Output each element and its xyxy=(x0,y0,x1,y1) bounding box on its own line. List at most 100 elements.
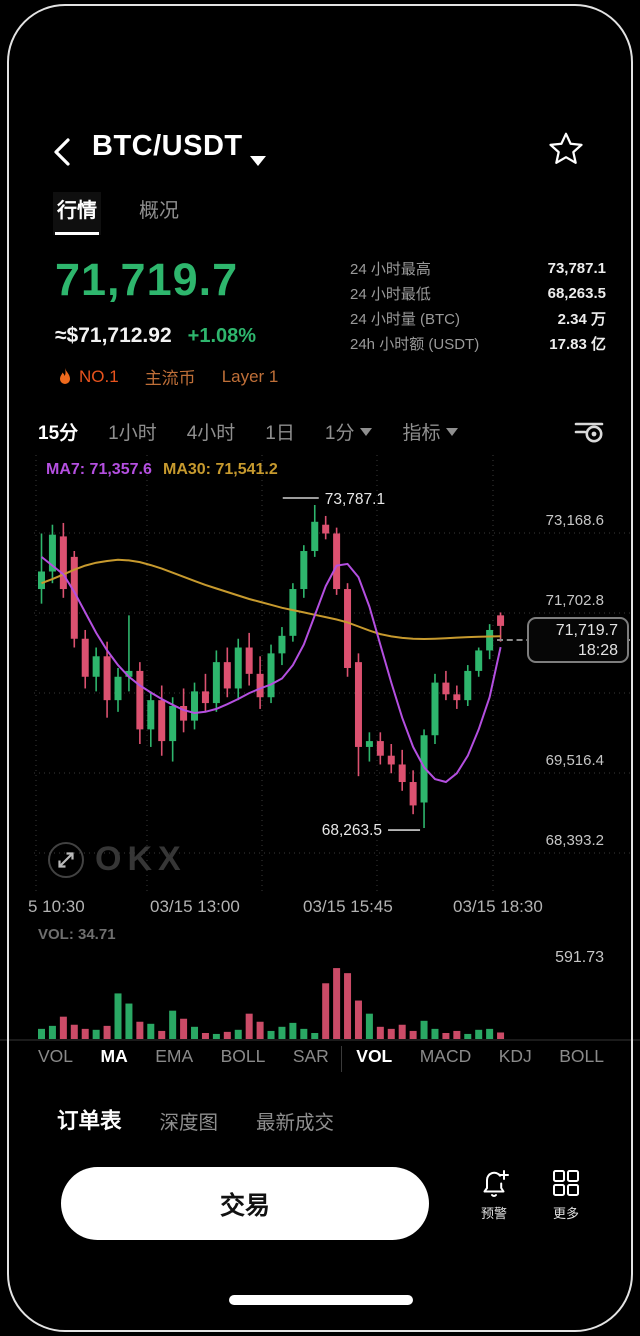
indicator-tab-sar-4[interactable]: SAR xyxy=(292,1046,329,1066)
timeframe-4小时[interactable]: 4小时 xyxy=(186,423,236,444)
candle-body xyxy=(354,662,362,747)
flame-icon xyxy=(60,367,70,384)
trade-button[interactable]: 交易 xyxy=(61,1167,429,1240)
candle-body xyxy=(234,647,242,689)
chart-settings-icon[interactable] xyxy=(572,418,606,446)
tab-overview[interactable]: 概况 xyxy=(139,200,179,222)
current-price-tag-price: 71,719.7 xyxy=(555,622,618,639)
page-title[interactable]: BTC/USDT xyxy=(92,130,243,162)
volume-bar xyxy=(311,1032,319,1039)
volume-bar xyxy=(92,1029,100,1039)
active-tab-underline xyxy=(55,232,99,235)
timeframe-1日[interactable]: 1日 xyxy=(265,423,295,444)
last-price: 71,719.7 xyxy=(55,254,239,305)
indicator-divider xyxy=(341,1046,342,1072)
order-tab-2[interactable]: 最新成交 xyxy=(256,1112,335,1134)
stat-row-1: 24 小时最低 68,263.5 xyxy=(350,281,606,306)
stat-label: 24 小时最低 xyxy=(350,286,431,303)
timeframe-1小时[interactable]: 1小时 xyxy=(108,423,157,444)
stat-value: 73,787.1 xyxy=(547,260,606,277)
candle-body xyxy=(420,735,428,803)
volume-bar xyxy=(147,1023,155,1039)
timeframe-指标[interactable]: 指标 xyxy=(402,418,459,445)
ma7-line xyxy=(40,556,502,784)
indicator-tab-ema-2[interactable]: EMA xyxy=(155,1046,194,1066)
badge-2[interactable]: Layer 1 xyxy=(222,367,279,387)
order-tab-1[interactable]: 深度图 xyxy=(159,1112,219,1134)
timeframe-bar: 15分 1小时 4小时 1日 1分 指标 xyxy=(38,418,459,445)
volume-bar xyxy=(398,1024,406,1039)
volume-bar xyxy=(376,1026,384,1039)
y-axis-label: 68,393.2 xyxy=(545,832,604,849)
y-axis-label: 71,702.8 xyxy=(545,592,604,609)
candle-body xyxy=(212,662,220,704)
volume-bar xyxy=(223,1031,231,1039)
candle-body xyxy=(344,589,352,668)
volume-bar xyxy=(191,1026,199,1039)
candle-body xyxy=(409,782,417,806)
indicator-tab-boll-8[interactable]: BOLL xyxy=(559,1046,604,1066)
candle-body xyxy=(311,521,319,552)
fiat-price: ≈$71,712.92 xyxy=(55,324,172,347)
candle-body xyxy=(38,571,45,590)
candle-body xyxy=(322,524,330,534)
favorite-star-icon[interactable] xyxy=(548,131,584,167)
timeframe-1分[interactable]: 1分 xyxy=(325,418,373,445)
indicator-tab-macd-6[interactable]: MACD xyxy=(419,1046,472,1066)
candle-body xyxy=(289,589,297,636)
candle-body xyxy=(464,670,472,701)
timeframe-15分[interactable]: 15分 xyxy=(38,423,79,444)
x-axis-label: 03/15 18:30 xyxy=(453,897,543,916)
chart-watermark: OKX xyxy=(47,840,187,879)
current-price-tag: 71,719.7 18:28 xyxy=(527,617,629,663)
stat-value: 68,263.5 xyxy=(547,285,606,302)
indicator-tab-vol-5[interactable]: VOL xyxy=(356,1046,393,1066)
dropdown-caret-icon xyxy=(360,427,373,436)
badge-0[interactable]: NO.1 xyxy=(58,367,119,387)
token-badges: NO.1 主流币 Layer 1 xyxy=(58,364,278,389)
alert-button[interactable]: 预警 xyxy=(466,1168,522,1222)
indicator-tab-boll-3[interactable]: BOLL xyxy=(220,1046,266,1066)
indicator-tabs: VOL MA EMA BOLL SAR VOL MACD KDJ BOLL xyxy=(38,1046,604,1067)
candle-body xyxy=(398,764,406,783)
volume-bar xyxy=(59,1016,67,1039)
candle-body xyxy=(333,533,341,590)
stat-label: 24h 小时额 (USDT) xyxy=(350,336,480,353)
candle-body xyxy=(147,700,155,730)
candlestick-chart[interactable]: 73,787.1 68,263.5 xyxy=(0,450,640,1050)
volume-bar xyxy=(486,1028,494,1039)
back-icon[interactable] xyxy=(50,136,76,168)
candle-body xyxy=(376,741,384,756)
indicator-tab-vol-0[interactable]: VOL xyxy=(38,1046,74,1066)
volume-bar xyxy=(497,1032,505,1039)
expand-icon[interactable] xyxy=(47,841,85,879)
tab-market[interactable]: 行情 xyxy=(53,192,101,235)
alert-label: 预警 xyxy=(480,1206,507,1221)
candle-body xyxy=(442,682,450,695)
volume-bar xyxy=(354,1000,362,1039)
volume-bar xyxy=(136,1021,144,1039)
candle-body xyxy=(158,700,166,742)
candle-body xyxy=(387,755,395,765)
indicator-tab-kdj-7[interactable]: KDJ xyxy=(498,1046,532,1066)
home-indicator xyxy=(229,1295,413,1305)
order-tab-0[interactable]: 订单表 xyxy=(57,1109,122,1133)
grid-icon xyxy=(553,1170,579,1196)
candle-body xyxy=(223,662,231,689)
volume-bar xyxy=(38,1028,45,1039)
volume-bar xyxy=(464,1033,472,1039)
volume-bar xyxy=(431,1028,439,1039)
candle-body xyxy=(169,706,177,742)
ma30-line xyxy=(41,558,501,641)
badge-1[interactable]: 主流币 xyxy=(145,364,196,389)
candle-body xyxy=(278,635,286,654)
volume-bar xyxy=(256,1021,264,1039)
candle-body xyxy=(48,534,56,572)
more-button[interactable]: 更多 xyxy=(538,1168,594,1222)
volume-bar xyxy=(201,1032,209,1039)
x-axis-label: 03/15 15:45 xyxy=(303,897,393,916)
pair-dropdown-caret-icon[interactable] xyxy=(250,156,266,166)
volume-bar xyxy=(70,1024,78,1039)
indicator-tab-ma-1[interactable]: MA xyxy=(100,1046,128,1066)
candle-body xyxy=(431,682,439,736)
